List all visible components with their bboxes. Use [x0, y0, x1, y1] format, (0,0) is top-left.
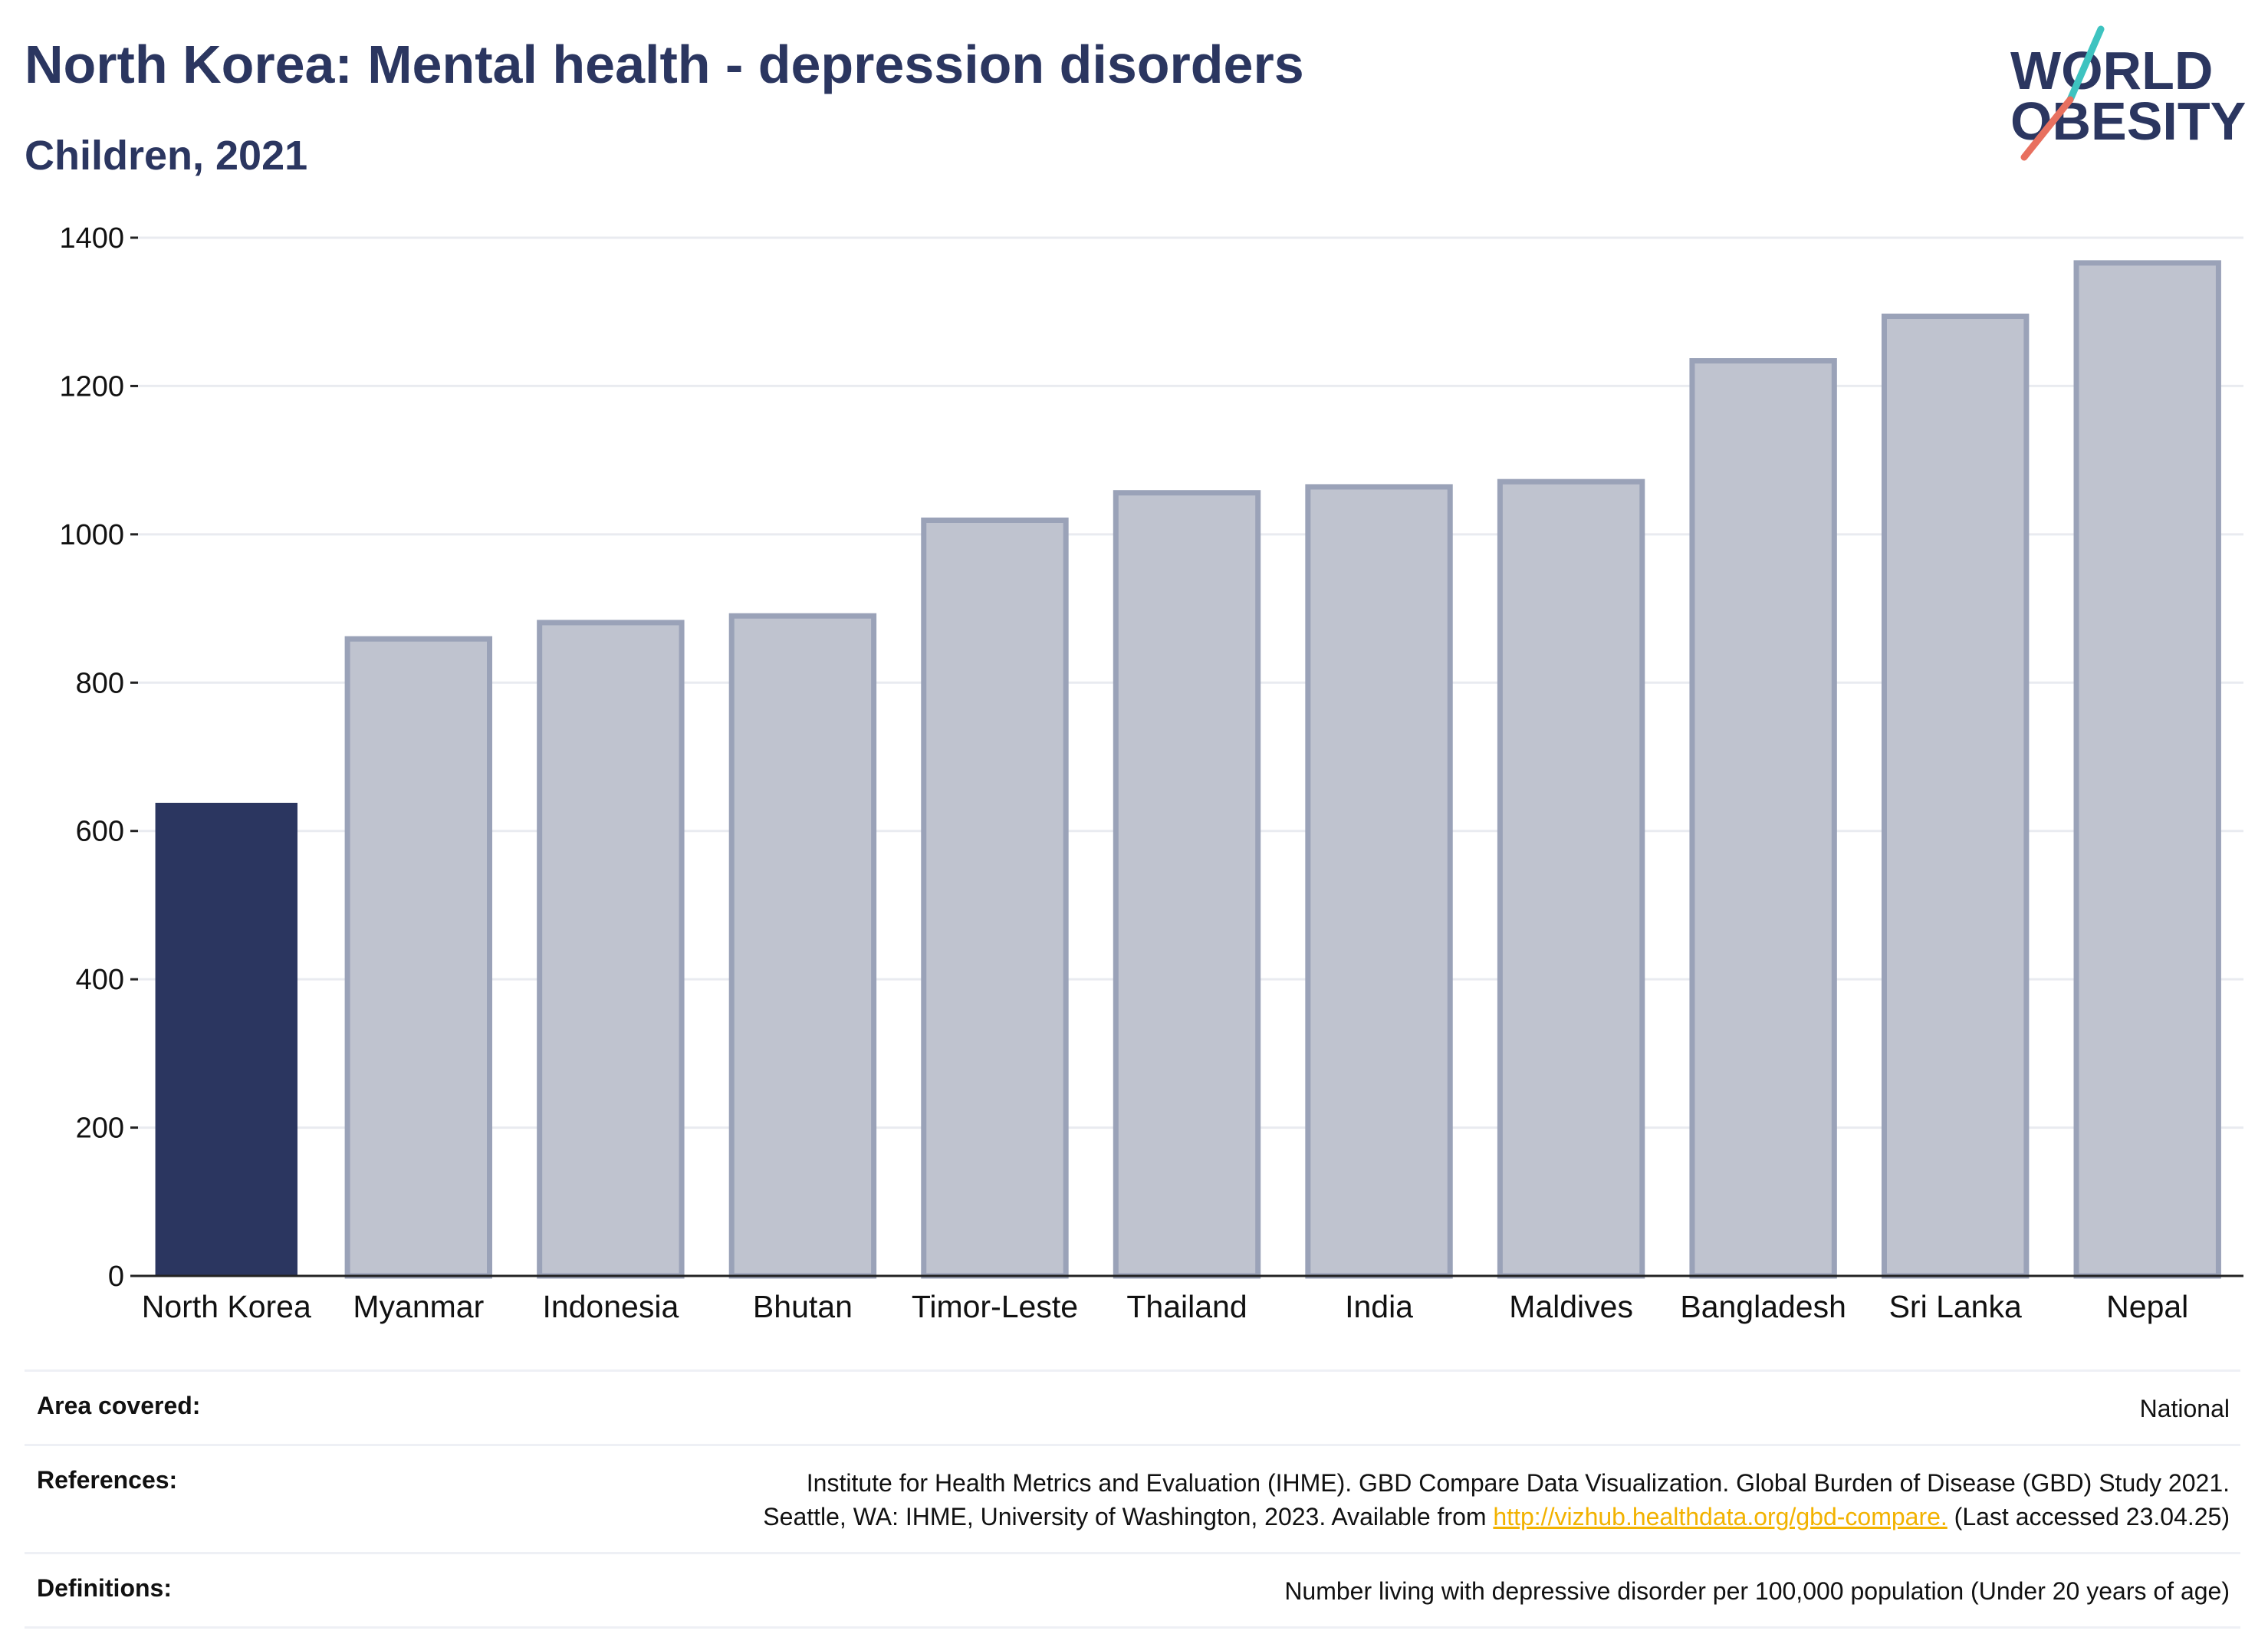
bar-india: [1305, 484, 1453, 1279]
y-tick-label: 0: [108, 1261, 124, 1293]
bar-timor-leste: [921, 517, 1069, 1279]
x-tick-label: North Korea: [142, 1289, 311, 1324]
y-tick-label: 1400: [59, 222, 124, 255]
chart-title: North Korea: Mental health - depression …: [25, 35, 1304, 94]
y-tick-label: 1000: [59, 519, 124, 551]
chart-subtitle: Children, 2021: [25, 133, 308, 179]
x-tick-label: Maldives: [1509, 1289, 1633, 1324]
references-line2-post: (Last accessed 23.04.25): [1947, 1503, 2230, 1530]
x-tick-label: Bhutan: [753, 1289, 853, 1324]
logo-slash-top-icon: [2066, 25, 2105, 104]
y-tick-label: 200: [76, 1113, 124, 1145]
x-tick-label: Bangladesh: [1680, 1289, 1846, 1324]
bar-bangladesh: [1689, 358, 1837, 1279]
x-tick-label: India: [1345, 1289, 1413, 1324]
bar-nepal: [2073, 260, 2221, 1279]
metadata-table: Area covered: National References: Insti…: [25, 1369, 2240, 1629]
x-tick-label: Indonesia: [542, 1289, 679, 1324]
references-line2-pre: Seattle, WA: IHME, University of Washing…: [763, 1503, 1494, 1530]
bar-bhutan: [728, 613, 877, 1279]
logo-line1: WORLD: [2010, 41, 2213, 100]
references-link[interactable]: http://vizhub.healthdata.org/gbd-compare…: [1493, 1503, 1948, 1530]
y-tick-label: 600: [76, 816, 124, 848]
bar-chart: 0 200 400 600 800 1000 1200 1400 North Korea Mya…: [59, 222, 2243, 1324]
meta-row-area: Area covered: National: [25, 1369, 2240, 1444]
y-tick-label: 800: [76, 667, 124, 699]
references-value: Institute for Health Metrics and Evaluat…: [763, 1466, 2230, 1534]
bar-maldives: [1497, 478, 1645, 1279]
logo-slash-bottom-icon: [2020, 96, 2074, 161]
bar-myanmar: [344, 636, 493, 1279]
definitions-value: Number living with depressive disorder p…: [1284, 1577, 2230, 1605]
meta-row-references: References: Institute for Health Metrics…: [25, 1444, 2240, 1552]
bar-indonesia: [537, 620, 685, 1279]
x-tick-label: Myanmar: [353, 1289, 484, 1324]
bar-thailand: [1113, 490, 1261, 1279]
meta-row-definitions: Definitions: Number living with depressi…: [25, 1552, 2240, 1629]
world-obesity-logo: WORLD OBESITY: [2010, 25, 2246, 161]
bar-sri-lanka: [1881, 314, 2030, 1279]
area-label: Area covered:: [37, 1392, 201, 1419]
x-tick-label: Nepal: [2106, 1289, 2188, 1324]
references-line1: Institute for Health Metrics and Evaluat…: [806, 1469, 2230, 1497]
definitions-label: Definitions:: [37, 1574, 172, 1602]
area-value: National: [2139, 1395, 2230, 1422]
x-tick-label: Sri Lanka: [1889, 1289, 2022, 1324]
bar-north-korea: [155, 802, 297, 1276]
x-tick-label: Thailand: [1126, 1289, 1247, 1324]
x-tick-label: Timor-Leste: [912, 1289, 1078, 1324]
y-tick-label: 400: [76, 964, 124, 996]
y-tick-label: 1200: [59, 370, 124, 403]
references-label: References:: [37, 1466, 178, 1494]
